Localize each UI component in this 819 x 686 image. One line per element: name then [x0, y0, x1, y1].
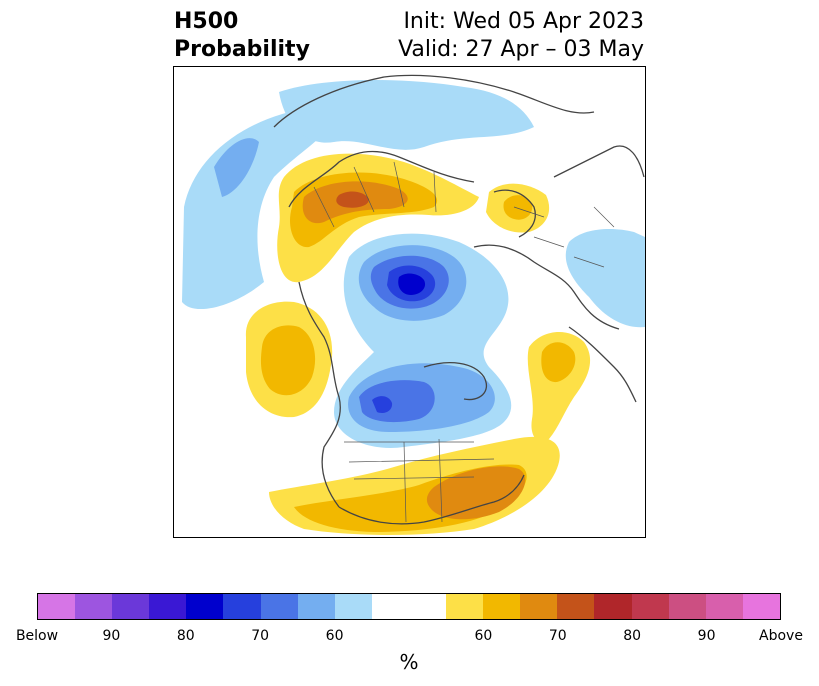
below-normal-region-asia [279, 80, 534, 150]
colorbar-segment [297, 594, 335, 619]
colorbar-tick-label: 90 [102, 628, 121, 644]
colorbar-segment [742, 594, 780, 619]
valid-range: Valid: 27 Apr – 03 May [398, 37, 644, 62]
colorbar-tick-label: 90 [697, 628, 716, 644]
above-normal-mid-atlantic [541, 342, 576, 383]
below-normal-region-pacific [182, 107, 336, 310]
colorbar-segment [149, 594, 187, 619]
title-type: Probability [174, 37, 310, 62]
above-normal-mid-scandinavia [503, 195, 533, 220]
colorbar-segment [408, 594, 447, 619]
colorbar-segment [186, 594, 224, 619]
colorbar-segment [631, 594, 669, 619]
title-variable: H500 [174, 9, 239, 34]
chart-title: H500 Probability [174, 8, 310, 64]
colorbar-segment [260, 594, 298, 619]
colorbar-segment [520, 594, 558, 619]
colorbar-tick-label: 70 [548, 628, 567, 644]
colorbar-segment [483, 594, 521, 619]
colorbar-segment [668, 594, 706, 619]
below-normal-center-polar [398, 273, 426, 295]
below-normal-core-pacific [214, 138, 259, 197]
borders [313, 161, 615, 523]
colorbar-segment [223, 594, 261, 619]
colorbar [37, 593, 781, 620]
colorbar-tick-label: 80 [176, 628, 195, 644]
colorbar-tick-label: 60 [474, 628, 493, 644]
probability-map [173, 66, 646, 538]
colorbar-tick-label: 70 [251, 628, 270, 644]
colorbar-segment [371, 594, 409, 619]
above-normal-core-siberia [336, 191, 369, 208]
below-normal-region-europe [565, 229, 645, 328]
colorbar-tick-label: Below [15, 628, 59, 644]
above-normal-mid-north-pacific [260, 325, 316, 396]
colorbar-segment [75, 594, 113, 619]
below-normal-core-canada [372, 396, 393, 413]
colorbar-segment [38, 594, 76, 619]
colorbar-segment [446, 594, 484, 619]
colorbar-segment [705, 594, 743, 619]
coastlines [273, 74, 645, 525]
colorbar-segment [557, 594, 595, 619]
chart-dates: Init: Wed 05 Apr 2023 Valid: 27 Apr – 03… [398, 8, 644, 64]
colorbar-tick-label: 80 [623, 628, 642, 644]
colorbar-segment [112, 594, 150, 619]
colorbar-tick-label: Above [759, 628, 803, 644]
above-normal-strong-us [426, 466, 526, 520]
map-canvas [182, 74, 645, 535]
colorbar-segment [334, 594, 372, 619]
colorbar-tick-label: 60 [325, 628, 344, 644]
init-date: Init: Wed 05 Apr 2023 [403, 9, 644, 34]
colorbar-unit: % [399, 650, 419, 674]
colorbar-segment [594, 594, 632, 619]
